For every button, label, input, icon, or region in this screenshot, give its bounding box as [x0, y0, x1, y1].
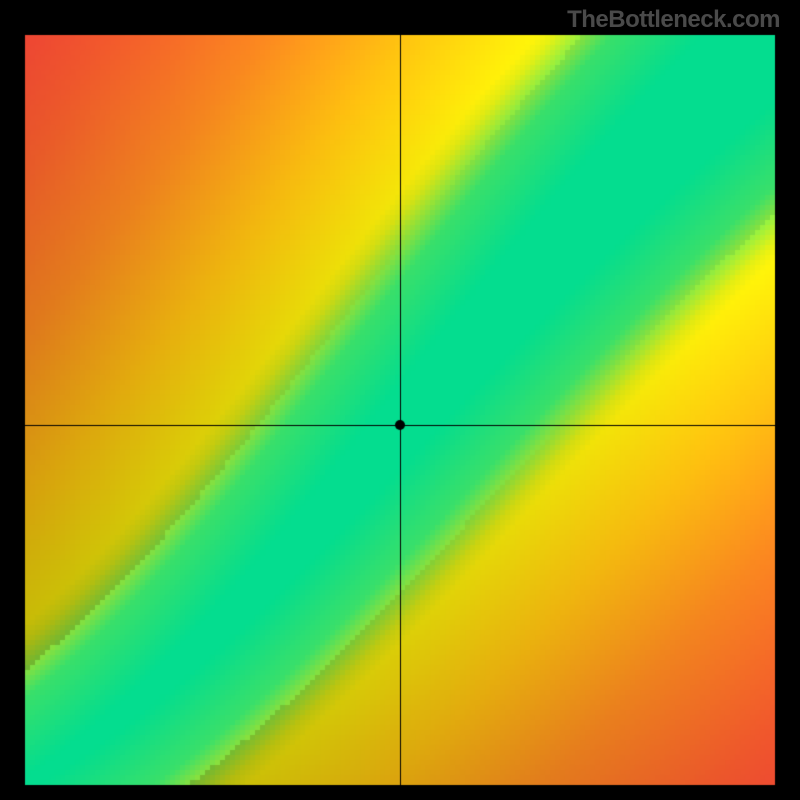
watermark-text: TheBottleneck.com: [567, 6, 780, 34]
chart-container: TheBottleneck.com: [0, 0, 800, 800]
heatmap-canvas: [0, 0, 800, 800]
